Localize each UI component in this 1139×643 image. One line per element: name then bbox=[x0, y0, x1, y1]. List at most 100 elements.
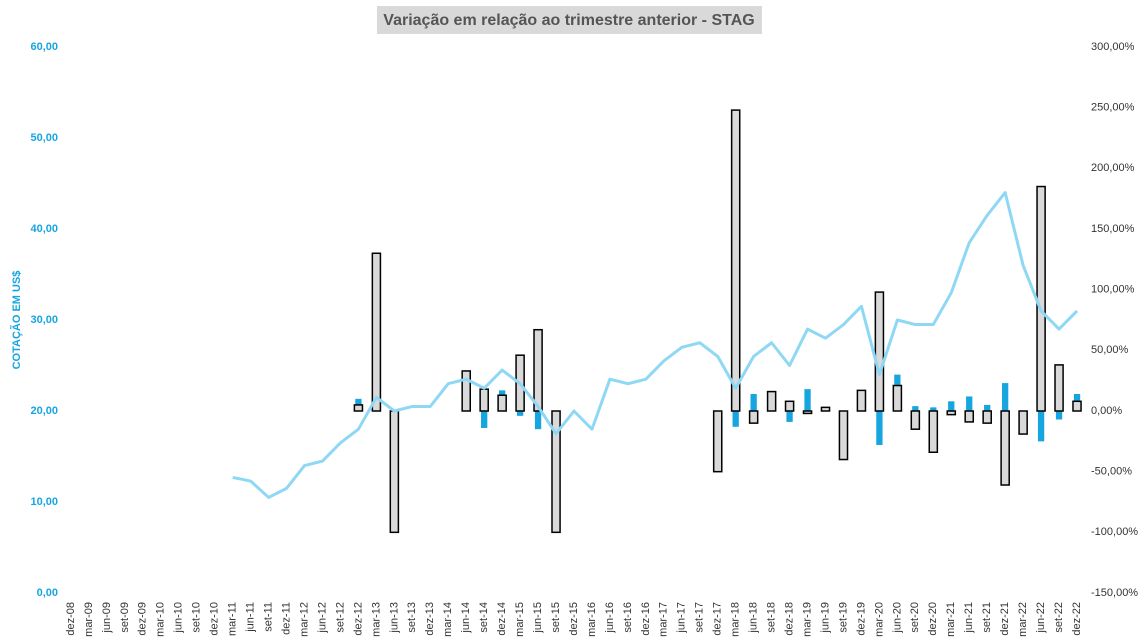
bar bbox=[1054, 364, 1064, 412]
bar bbox=[786, 411, 793, 422]
y-tick-label: 30,00 bbox=[30, 314, 58, 326]
x-tick-label: mar-21 bbox=[945, 602, 957, 637]
bar bbox=[533, 328, 543, 412]
y2-tick-label: 50,00% bbox=[1091, 344, 1129, 356]
bar bbox=[732, 411, 739, 427]
bar bbox=[838, 410, 849, 461]
bar bbox=[928, 410, 939, 454]
y2-tick-label: -100,00% bbox=[1091, 526, 1138, 538]
x-tick-label: set-20 bbox=[909, 602, 921, 633]
x-tick-label: mar-22 bbox=[1017, 602, 1029, 637]
x-tick-label: mar-19 bbox=[801, 602, 813, 637]
bar bbox=[804, 389, 811, 411]
bar bbox=[784, 400, 795, 412]
y2-tick-label: 200,00% bbox=[1091, 162, 1135, 174]
y-tick-label: 60,00 bbox=[30, 41, 58, 53]
bar bbox=[1037, 411, 1045, 442]
bar bbox=[497, 394, 507, 412]
y2-tick-label: 300,00% bbox=[1091, 41, 1135, 53]
bar bbox=[712, 410, 723, 473]
bar bbox=[1000, 410, 1010, 486]
x-tick-label: dez-10 bbox=[209, 602, 221, 636]
x-tick-label: mar-17 bbox=[658, 602, 670, 637]
x-tick-label: mar-11 bbox=[227, 602, 239, 636]
x-tick-label: jun-20 bbox=[891, 602, 903, 634]
bar bbox=[461, 370, 472, 412]
y-axis-label: COTAÇÃO EM US$ bbox=[10, 271, 23, 370]
x-tick-label: mar-09 bbox=[83, 602, 95, 637]
x-tick-label: mar-20 bbox=[873, 602, 885, 637]
x-tick-label: dez-20 bbox=[927, 602, 939, 636]
bar bbox=[802, 410, 813, 415]
y2-tick-label: 150,00% bbox=[1091, 223, 1135, 235]
x-tick-label: jun-15 bbox=[532, 602, 544, 634]
title-box bbox=[377, 6, 762, 34]
x-tick-label: jun-18 bbox=[748, 602, 760, 634]
bar bbox=[912, 406, 919, 411]
x-tick-label: mar-13 bbox=[370, 602, 382, 637]
bar bbox=[966, 396, 973, 411]
bar bbox=[371, 252, 382, 412]
bar bbox=[892, 384, 903, 412]
y-tick-label: 40,00 bbox=[30, 223, 58, 235]
x-tick-label: mar-12 bbox=[298, 602, 310, 637]
x-tick-label: jun-13 bbox=[388, 602, 400, 634]
y2-tick-label: -50,00% bbox=[1091, 466, 1132, 478]
bar bbox=[1036, 185, 1046, 412]
price-line bbox=[232, 191, 1079, 499]
x-tick-label: dez-18 bbox=[783, 602, 795, 636]
x-tick-label: dez-16 bbox=[640, 602, 652, 636]
bar bbox=[1072, 400, 1082, 412]
x-tick-label: jun-11 bbox=[245, 602, 257, 633]
x-tick-label: dez-19 bbox=[855, 602, 867, 636]
bar bbox=[982, 410, 992, 424]
x-tick-label: dez-11 bbox=[280, 602, 292, 635]
bar bbox=[964, 410, 975, 423]
bar bbox=[910, 410, 921, 430]
x-tick-label: mar-16 bbox=[586, 602, 598, 637]
y2-tick-label: 0,00% bbox=[1091, 405, 1122, 417]
chart-title: Variação em relação ao trimestre anterio… bbox=[383, 12, 754, 29]
bar bbox=[1055, 411, 1063, 420]
bar bbox=[481, 411, 488, 428]
bar bbox=[766, 390, 777, 412]
x-tick-label: mar-15 bbox=[514, 602, 526, 637]
bar bbox=[551, 410, 561, 534]
x-tick-label: set-12 bbox=[334, 602, 346, 633]
bar bbox=[930, 407, 937, 411]
bar bbox=[353, 404, 364, 412]
bar bbox=[856, 389, 867, 412]
bar bbox=[1002, 383, 1009, 411]
y2-tick-label: 250,00% bbox=[1091, 102, 1135, 114]
y2-tick-label: 100,00% bbox=[1091, 284, 1135, 296]
x-tick-label: set-22 bbox=[1053, 602, 1065, 633]
x-tick-label: jun-22 bbox=[1035, 602, 1047, 634]
bar bbox=[948, 401, 955, 411]
x-tick-label: jun-12 bbox=[316, 602, 328, 634]
x-tick-label: set-11 bbox=[263, 602, 275, 632]
x-tick-label: dez-14 bbox=[496, 602, 508, 636]
bar bbox=[984, 404, 991, 411]
x-tick-label: dez-17 bbox=[712, 602, 724, 636]
bar bbox=[876, 411, 883, 445]
x-tick-label: set-18 bbox=[766, 602, 778, 633]
x-tick-label: jun-17 bbox=[676, 602, 688, 634]
y-tick-label: 10,00 bbox=[30, 496, 58, 508]
x-tick-label: dez-09 bbox=[137, 602, 149, 636]
x-tick-label: dez-12 bbox=[352, 602, 364, 636]
bar bbox=[389, 410, 400, 534]
bar bbox=[534, 411, 542, 430]
x-tick-label: jun-10 bbox=[173, 602, 185, 634]
x-tick-label: set-09 bbox=[119, 602, 131, 633]
x-tick-label: set-13 bbox=[406, 602, 418, 633]
x-tick-label: dez-08 bbox=[65, 602, 77, 636]
bar bbox=[750, 394, 757, 411]
bar bbox=[874, 291, 885, 412]
x-tick-label: jun-09 bbox=[101, 602, 113, 634]
x-tick-label: jun-21 bbox=[963, 602, 975, 634]
bar bbox=[820, 406, 831, 412]
bar bbox=[730, 109, 741, 412]
x-tick-label: set-19 bbox=[837, 602, 849, 633]
bar bbox=[516, 411, 524, 416]
